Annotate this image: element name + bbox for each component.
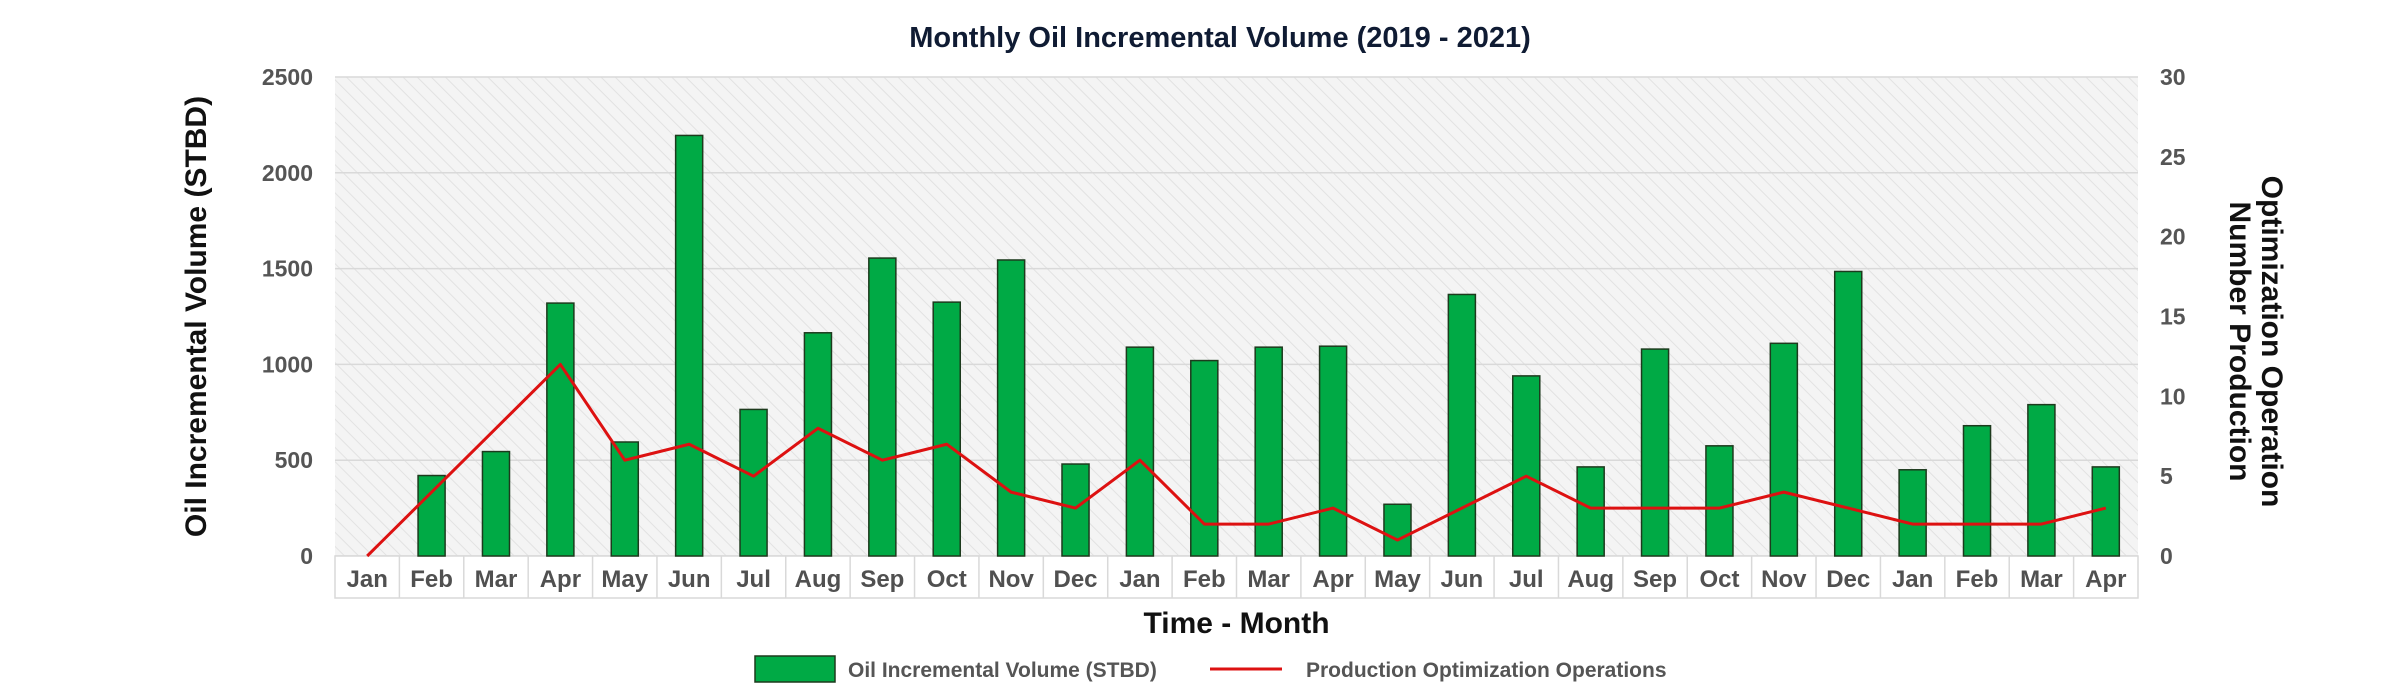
category-label: Apr <box>2085 566 2126 593</box>
legend-bar-label: Oil Incremental Volume (STBD) <box>848 659 1157 682</box>
bar <box>932 301 962 557</box>
left-axis-ticks: 0 500 1000 1500 2000 2500 <box>262 64 313 569</box>
bar <box>2027 403 2056 557</box>
y-axis-title: Oil Incremental Volume (STBD) <box>180 96 213 537</box>
bar <box>1383 503 1412 557</box>
bar <box>1833 270 1863 557</box>
category-label: Jun <box>1441 566 1484 593</box>
bar <box>868 257 897 557</box>
bar <box>1447 293 1477 557</box>
bar <box>674 134 704 557</box>
left-tick-label: 2000 <box>262 160 313 186</box>
category-label: Apr <box>1312 566 1353 593</box>
category-label: Aug <box>1567 566 1614 593</box>
left-tick-label: 1500 <box>262 256 313 282</box>
category-axis-cells <box>334 555 2139 599</box>
left-tick-label: 0 <box>300 543 313 569</box>
category-label: Jul <box>1509 566 1544 593</box>
x-axis-title: Time - Month <box>1143 607 1329 640</box>
bar <box>1769 342 1799 557</box>
bar <box>803 332 833 557</box>
left-tick-label: 2500 <box>262 64 313 90</box>
category-label: Feb <box>1183 566 1226 593</box>
bar <box>1511 375 1541 557</box>
bar <box>1898 469 1927 557</box>
bar <box>1190 359 1219 557</box>
category-label: Sep <box>860 566 904 593</box>
legend-bar-swatch <box>754 655 836 683</box>
left-tick-label: 500 <box>275 447 313 473</box>
right-tick-label: 0 <box>2160 543 2173 569</box>
category-label: Oct <box>927 566 967 593</box>
category-label: Jun <box>668 566 711 593</box>
category-label: Oct <box>1699 566 1739 593</box>
bar <box>1705 445 1734 557</box>
bar <box>996 259 1026 557</box>
legend: Oil Incremental Volume (STBD) Production… <box>754 655 1667 683</box>
bar <box>546 302 575 557</box>
category-label: Mar <box>475 566 518 593</box>
category-label: Feb <box>1956 566 1999 593</box>
category-label: Sep <box>1633 566 1677 593</box>
y2-axis-title: Number Production Optimization Operation <box>2223 176 2288 508</box>
right-axis-ticks: 0 5 10 15 20 25 30 <box>2160 64 2186 569</box>
y2-axis-title-line: Optimization Operation <box>2255 176 2288 508</box>
category-label: Mar <box>2020 566 2063 593</box>
category-labels: Jan Feb Mar Apr May Jun Jul Aug Sep Oct Nov Dec Jan F… <box>347 566 2127 593</box>
bar <box>1576 466 1605 557</box>
bar <box>1640 348 1670 557</box>
category-label: Dec <box>1054 566 1098 593</box>
category-label: Jan <box>347 566 388 593</box>
right-tick-label: 20 <box>2160 224 2186 250</box>
bar <box>1061 463 1090 557</box>
bar <box>481 450 511 557</box>
y2-axis-title-line: Number Production <box>2223 201 2256 481</box>
category-label: Nov <box>988 566 1034 593</box>
right-tick-label: 30 <box>2160 64 2186 90</box>
plot-area <box>335 77 2138 556</box>
line-series <box>366 362 2107 558</box>
bar <box>1318 345 1348 557</box>
right-tick-label: 10 <box>2160 383 2186 409</box>
chart-title: Monthly Oil Incremental Volume (2019 - 2… <box>909 22 1531 54</box>
category-label: Jan <box>1119 566 1160 593</box>
category-label: May <box>601 566 648 593</box>
bar <box>739 408 768 557</box>
left-tick-label: 1000 <box>262 351 313 377</box>
right-tick-label: 25 <box>2160 144 2186 170</box>
right-tick-label: 15 <box>2160 304 2186 330</box>
category-label: May <box>1374 566 1421 593</box>
series-line <box>366 362 2107 558</box>
category-label: Feb <box>410 566 453 593</box>
category-label: Apr <box>540 566 581 593</box>
category-label: Jan <box>1892 566 1933 593</box>
category-label: Mar <box>1247 566 1290 593</box>
legend-line-label: Production Optimization Operations <box>1306 659 1667 682</box>
right-tick-label: 5 <box>2160 463 2173 489</box>
bar-series <box>417 134 2121 557</box>
bar <box>1962 424 1992 557</box>
category-label: Jul <box>736 566 771 593</box>
bar <box>1125 346 1155 557</box>
category-label: Nov <box>1761 566 1807 593</box>
bar <box>417 474 446 557</box>
category-label: Aug <box>795 566 842 593</box>
category-label: Dec <box>1826 566 1870 593</box>
